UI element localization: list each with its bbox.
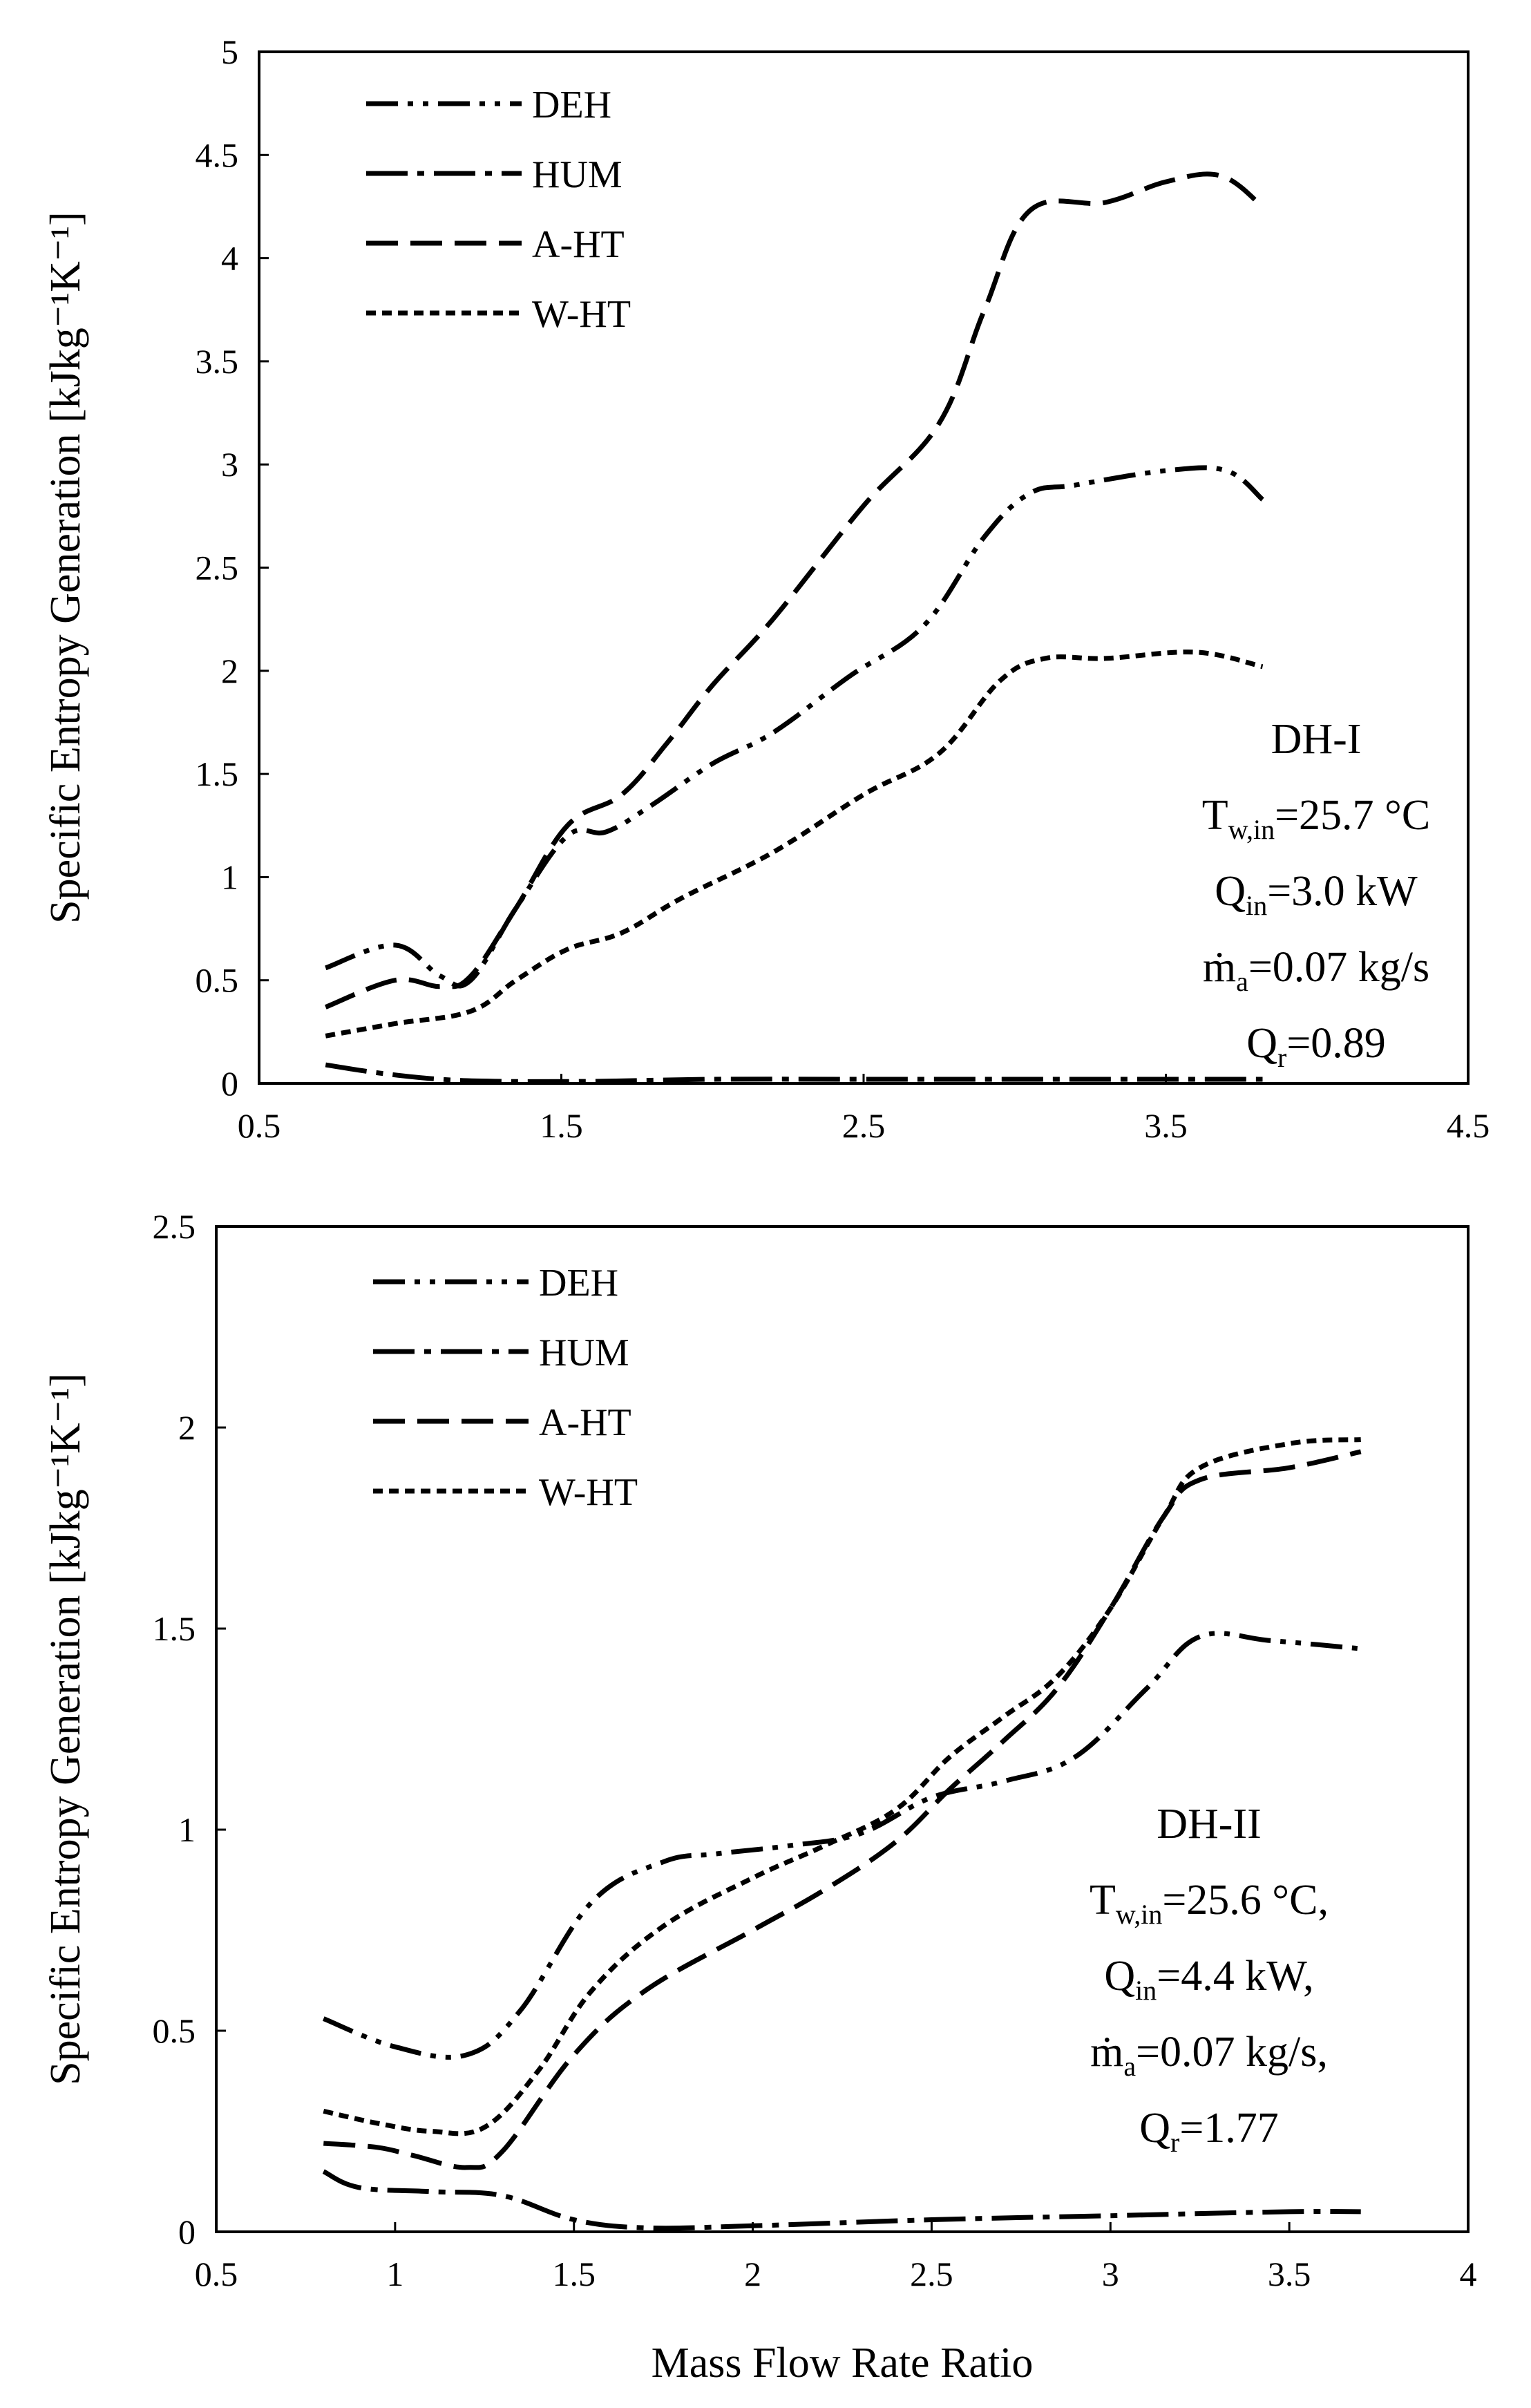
annotation-subscript: w,in — [1228, 814, 1275, 845]
x-tick-label: 1.5 — [540, 1106, 583, 1145]
y-tick-label: 0.5 — [196, 961, 239, 1000]
annotation-subscript: r — [1170, 2127, 1179, 2158]
annotation-value: =3.0 kW — [1267, 868, 1418, 915]
y-tick-label: 1 — [221, 857, 238, 896]
series-line-hum — [325, 1062, 1263, 1084]
series-line-a-ht — [325, 171, 1264, 1009]
chart-dh-i: 00.511.522.533.544.550.5 1.5 2.5 3.5 4.5Spec… — [42, 32, 1490, 1145]
annotation-symbol: Q — [1104, 1953, 1135, 2000]
annotation-title: DH-II — [1157, 1801, 1262, 1848]
legend-label-a-ht: A-HT — [539, 1401, 631, 1444]
x-tick-label: 3 — [1102, 2255, 1119, 2293]
x-axis-title: Mass Flow Rate Ratio — [652, 2340, 1034, 2387]
legend-label-deh: DEH — [532, 84, 611, 126]
annotation-line: Qr=0.89 — [1246, 1020, 1386, 1073]
y-tick-label: 1.5 — [196, 755, 239, 793]
plot-area-frame — [215, 1225, 1470, 2233]
annotation-symbol: T — [1202, 792, 1228, 839]
legend: DEH HUM A-HT W-HT — [373, 1262, 638, 1514]
annotation-subscript: in — [1135, 1975, 1157, 2006]
x-tick-label: 1 — [386, 2255, 403, 2293]
legend-label-hum: HUM — [539, 1331, 629, 1374]
x-tick-label: 4.5 — [1447, 1106, 1490, 1145]
x-tick-label: 2.5 — [842, 1106, 886, 1145]
annotation-line: Tw,in=25.6 °C, — [1090, 1877, 1329, 1930]
annotation-subscript: w,in — [1116, 1899, 1162, 1930]
annotation-subscript: r — [1277, 1042, 1286, 1073]
legend-label-deh: DEH — [539, 1262, 618, 1305]
annotation-value: =0.89 — [1286, 1020, 1385, 1067]
plot-area-frame — [258, 50, 1470, 1085]
y-tick-label: 5 — [221, 32, 238, 71]
annotation-symbol: T — [1090, 1877, 1116, 1924]
annotation-line: Qin=3.0 kW — [1215, 868, 1418, 921]
annotation-block: DH-II Tw,in=25.6 °C, Qin=4.4 kW, ṁa=0.07 kg… — [1090, 1801, 1329, 2158]
annotation-value: =0.07 kg/s — [1248, 944, 1429, 991]
y-tick-label: 3.5 — [196, 342, 239, 381]
annotation-value: =25.7 °C — [1275, 792, 1430, 839]
x-tick-label: 4 — [1460, 2255, 1477, 2293]
annotation-symbol: Q — [1215, 868, 1246, 915]
y-tick-label: 2.5 — [196, 549, 239, 587]
legend-label-a-ht: A-HT — [532, 223, 625, 266]
y-axis-title: Specific Entropy Generation [kJkg⁻¹K⁻¹] — [42, 211, 89, 924]
x-tick-label: 3.5 — [1268, 2255, 1311, 2293]
series-line-deh — [325, 465, 1264, 989]
y-tick-label: 1.5 — [153, 1609, 196, 1648]
annotation-line: ṁa=0.07 kg/s, — [1090, 2029, 1328, 2082]
series-line-deh — [323, 1631, 1362, 2060]
annotation-value: =4.4 kW, — [1157, 1953, 1313, 2000]
annotation-subscript: in — [1246, 890, 1267, 921]
annotation-line: ṁa=0.07 kg/s — [1203, 944, 1429, 997]
legend: DEH HUM A-HT W-HT — [366, 84, 631, 336]
x-tick-label: 3.5 — [1144, 1106, 1188, 1145]
y-tick-label: 0 — [178, 2212, 196, 2251]
y-axis-title: Specific Entropy Generation [kJkg⁻¹K⁻¹] — [42, 1373, 89, 2085]
annotation-symbol: ṁ — [1090, 2029, 1123, 2076]
annotation-value: =25.6 °C, — [1162, 1877, 1329, 1924]
legend-label-w-ht: W-HT — [539, 1471, 638, 1514]
y-tick-label: 2 — [221, 652, 238, 690]
annotation-value: =0.07 kg/s, — [1136, 2029, 1328, 2076]
x-tick-label: 2 — [744, 2255, 761, 2293]
x-tick-label: 0.5 — [195, 2255, 238, 2293]
series-line-w-ht — [323, 1437, 1361, 2136]
x-tick-label: 0.5 — [238, 1106, 281, 1145]
series-line-hum — [322, 2169, 1361, 2231]
chart-dh-ii: 0 0.5 1 1.5 2 2.5 0.5 1 1.5 2 2.5 3 3.5 4 Specific Ent… — [42, 1207, 1477, 2387]
annotation-symbol: ṁ — [1203, 944, 1236, 991]
y-tick-label: 0.5 — [153, 2011, 196, 2050]
legend-label-hum: HUM — [532, 153, 622, 196]
x-tick-label: 2.5 — [910, 2255, 953, 2293]
y-tick-label: 0 — [221, 1064, 238, 1103]
x-tick-label: 1.5 — [552, 2255, 596, 2293]
annotation-line: Qr=1.77 — [1139, 2105, 1279, 2158]
y-tick-label: 1 — [178, 1810, 196, 1849]
annotation-subscript: a — [1236, 966, 1248, 997]
y-tick-label: 4 — [221, 239, 238, 278]
y-tick-label: 4.5 — [196, 135, 239, 174]
annotation-symbol: Q — [1139, 2105, 1170, 2152]
annotation-line: Tw,in=25.7 °C — [1202, 792, 1430, 845]
y-tick-label: 2.5 — [153, 1207, 196, 1246]
series-line-w-ht — [325, 650, 1264, 1039]
annotation-line: Qin=4.4 kW, — [1104, 1953, 1313, 2006]
annotation-symbol: Q — [1246, 1020, 1277, 1067]
y-tick-label: 3 — [221, 445, 238, 484]
y-tick-label: 2 — [178, 1408, 196, 1447]
legend-label-w-ht: W-HT — [532, 293, 631, 336]
annotation-subscript: a — [1123, 2051, 1136, 2082]
annotation-value: =1.77 — [1179, 2105, 1278, 2152]
annotation-title: DH-I — [1271, 716, 1362, 763]
